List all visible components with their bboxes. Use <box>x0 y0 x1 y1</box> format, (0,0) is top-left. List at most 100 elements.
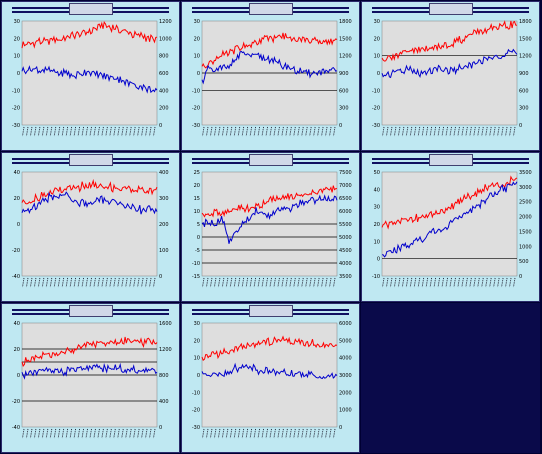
x-tick-label <box>469 277 472 288</box>
x-tick-label <box>425 126 429 137</box>
x-tick-label <box>137 277 140 288</box>
right-tick-label: 1200 <box>339 54 352 60</box>
x-tick-label <box>501 277 504 288</box>
x-tick-label <box>297 126 300 137</box>
right-tick-label: 5000 <box>339 235 352 241</box>
x-tick-label <box>313 126 316 137</box>
left-tick-label: -20 <box>372 106 380 112</box>
x-tick-label <box>101 277 104 288</box>
x-tick-label <box>49 277 53 288</box>
x-tick-label <box>89 277 92 288</box>
left-tick-label: 0 <box>377 71 380 77</box>
x-tick-label <box>413 126 417 137</box>
x-tick-label <box>137 428 140 439</box>
right-tick-label: 900 <box>519 71 529 77</box>
left-tick-label: 10 <box>194 54 200 60</box>
x-tick-label <box>473 126 476 137</box>
x-tick-label <box>125 428 128 439</box>
right-tick-label: 7500 <box>339 170 352 176</box>
x-tick-label <box>289 428 292 439</box>
left-tick-label: -20 <box>192 106 200 112</box>
x-tick-label <box>57 277 61 288</box>
x-tick-label <box>105 277 108 288</box>
x-tick-label <box>61 126 65 137</box>
chart-panel-3: 30 20 10 0 -10 -20 -30 1800 1500 1200 900 600 300 0 <box>361 1 540 151</box>
x-tick-label <box>285 126 288 137</box>
x-tick-label <box>293 126 296 137</box>
x-tick-label <box>425 277 429 288</box>
left-tick-label: -10 <box>12 88 20 94</box>
right-tick-label: 300 <box>159 196 169 202</box>
series-line <box>381 20 518 62</box>
x-tick-label <box>317 277 320 288</box>
left-tick-label: 0 <box>197 235 200 241</box>
x-tick-label <box>269 126 272 137</box>
x-tick-label <box>497 277 500 288</box>
left-tick-label: 10 <box>194 209 200 215</box>
x-tick-label <box>117 277 120 288</box>
x-tick-label <box>289 277 292 288</box>
left-tick-label: 20 <box>14 196 20 202</box>
x-tick-label <box>113 428 116 439</box>
x-tick-label <box>149 126 152 137</box>
x-tick-label <box>441 126 444 137</box>
x-tick-label <box>413 277 417 288</box>
x-tick-label <box>41 428 45 439</box>
x-tick-label <box>225 428 229 439</box>
left-tick-label: -10 <box>372 88 380 94</box>
right-tick-label: 7000 <box>339 183 352 189</box>
x-tick-label <box>277 126 280 137</box>
left-tick-label: 0 <box>197 373 200 379</box>
x-tick-label <box>153 277 156 288</box>
x-tick-label <box>217 126 221 137</box>
right-tick-label: 600 <box>159 71 169 77</box>
x-tick-label <box>509 126 512 137</box>
x-tick-label <box>141 126 144 137</box>
x-tick-label <box>273 277 276 288</box>
x-tick-label <box>217 428 221 439</box>
left-tick-label: 10 <box>194 356 200 362</box>
x-tick-label <box>93 126 96 137</box>
right-tick-label: 400 <box>159 88 169 94</box>
x-tick-label <box>225 277 229 288</box>
right-tick-label: 6000 <box>339 209 352 215</box>
x-tick-label <box>225 126 229 137</box>
x-tick-label <box>53 277 57 288</box>
x-tick-label <box>202 428 205 439</box>
x-tick-label <box>61 428 65 439</box>
chart-panel-1: 30 20 10 0 -10 -20 -30 1200 1000 800 600 400 200 0 <box>1 1 180 151</box>
x-tick-label <box>285 428 288 439</box>
x-tick-label <box>477 126 480 137</box>
x-tick-label <box>129 277 132 288</box>
x-tick-label <box>109 126 112 137</box>
x-tick-label <box>257 428 261 439</box>
x-tick-label <box>281 277 284 288</box>
x-tick-label <box>309 428 312 439</box>
right-tick-label: 4000 <box>339 356 352 362</box>
x-tick-label <box>213 126 217 137</box>
x-tick-label <box>333 428 336 439</box>
right-tick-label: 1500 <box>519 36 532 42</box>
x-tick-label <box>69 277 73 288</box>
left-tick-label: 10 <box>374 54 380 60</box>
x-tick-label <box>77 126 81 137</box>
x-tick-label <box>125 126 128 137</box>
x-tick-label <box>261 126 264 137</box>
right-tick-label: 4500 <box>339 248 352 254</box>
series-line <box>21 362 158 380</box>
x-tick-label <box>101 428 104 439</box>
x-tick-label <box>233 428 237 439</box>
x-tick-label <box>37 126 41 137</box>
series-line <box>381 181 518 258</box>
x-tick-label <box>449 126 452 137</box>
x-tick-label <box>329 277 332 288</box>
series-line <box>21 65 158 94</box>
x-tick-label <box>317 126 320 137</box>
x-tick-label <box>145 126 148 137</box>
x-tick-label <box>281 126 284 137</box>
right-tick-label: 0 <box>159 274 162 280</box>
x-tick-label <box>22 277 25 288</box>
x-tick-label <box>249 277 253 288</box>
x-tick-label <box>257 277 261 288</box>
